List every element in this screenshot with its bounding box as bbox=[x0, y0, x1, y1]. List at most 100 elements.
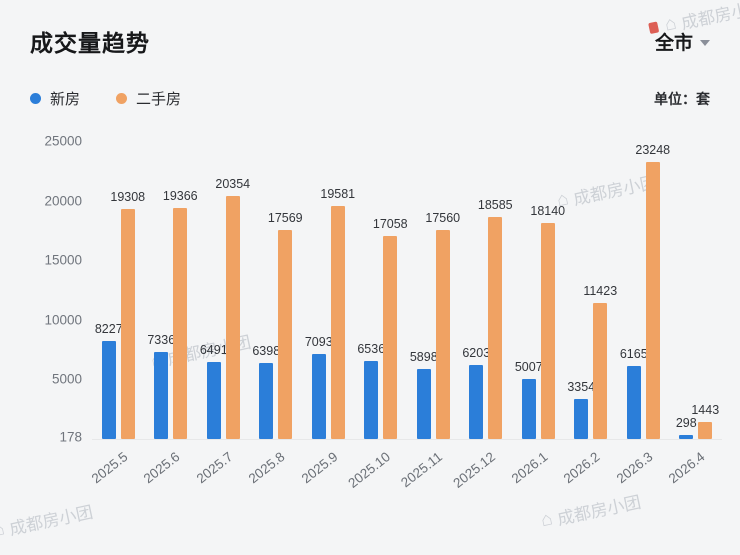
bar-value-label: 19366 bbox=[162, 189, 198, 204]
scope-label: 全市 bbox=[654, 32, 693, 54]
bar-value-label: 6491 bbox=[199, 342, 228, 357]
y-tick-label: 20000 bbox=[44, 193, 82, 209]
bar-二手房[interactable] bbox=[173, 208, 188, 439]
bar-slot: 11423 bbox=[583, 141, 617, 439]
x-tick-label: 2025.12 bbox=[449, 449, 498, 491]
bar-value-label: 23248 bbox=[635, 142, 671, 157]
bar-二手房[interactable] bbox=[593, 302, 608, 439]
bar-新房[interactable] bbox=[626, 365, 641, 439]
bar-value-label: 6536 bbox=[357, 342, 386, 357]
bar-新房[interactable] bbox=[521, 379, 536, 439]
bar-slot: 1443 bbox=[691, 141, 719, 439]
bar-group: 5898 17560 2025.11 bbox=[398, 141, 460, 491]
bar-二手房[interactable] bbox=[540, 222, 555, 439]
watermark-text: 成都房小团 bbox=[555, 492, 643, 529]
bar-value-label: 298 bbox=[675, 416, 697, 431]
bar-value-label: 5007 bbox=[514, 360, 543, 375]
bar-slot: 20354 bbox=[215, 141, 250, 439]
y-tick-label: 15000 bbox=[44, 252, 82, 268]
bar-二手房[interactable] bbox=[488, 217, 503, 439]
bar-value-label: 8227 bbox=[94, 321, 123, 336]
bar-二手房[interactable] bbox=[698, 421, 713, 439]
bar-value-label: 17560 bbox=[425, 210, 461, 225]
bar-group: 7093 19581 2025.9 bbox=[298, 141, 355, 487]
bar-新房[interactable] bbox=[679, 435, 694, 439]
bar-新房[interactable] bbox=[311, 354, 326, 439]
bar-slot: 19308 bbox=[110, 141, 145, 439]
house-icon: ⌂ bbox=[0, 518, 7, 542]
x-tick-label: 2026.1 bbox=[508, 449, 551, 487]
watermark-text: 成都房小团 bbox=[7, 502, 95, 539]
x-tick-label: 2025.6 bbox=[140, 449, 183, 487]
x-tick-label: 2026.2 bbox=[560, 449, 603, 487]
bar-二手房[interactable] bbox=[225, 196, 240, 439]
bar-新房[interactable] bbox=[101, 340, 116, 439]
legend-item-new-house[interactable]: 新房 bbox=[30, 88, 80, 109]
bar-value-label: 7093 bbox=[304, 335, 333, 350]
bar-二手房[interactable] bbox=[645, 161, 660, 439]
bar-二手房[interactable] bbox=[278, 229, 293, 439]
chevron-down-icon bbox=[700, 39, 710, 46]
bar-slot: 23248 bbox=[635, 141, 670, 439]
bar-二手房[interactable] bbox=[120, 208, 135, 439]
bar-group: 6398 17569 2025.8 bbox=[246, 141, 303, 487]
legend-dot-blue bbox=[30, 93, 41, 104]
bar-group: 6203 18585 2025.12 bbox=[450, 141, 513, 490]
legend-item-second-hand[interactable]: 二手房 bbox=[116, 88, 181, 109]
bar-slot: 17569 bbox=[268, 141, 303, 439]
bar-value-label: 6398 bbox=[252, 343, 281, 358]
bar-value-label: 5898 bbox=[409, 349, 438, 364]
watermark: ⌂ 成都房小团 bbox=[0, 498, 95, 544]
bar-二手房[interactable] bbox=[330, 205, 345, 439]
bar-slot: 6203 bbox=[462, 141, 490, 439]
bar-二手房[interactable] bbox=[383, 235, 398, 439]
bar-slot: 18585 bbox=[478, 141, 513, 439]
bar-新房[interactable] bbox=[206, 361, 221, 439]
bar-group: 8227 19308 2025.5 bbox=[88, 141, 145, 486]
x-tick-label: 2025.7 bbox=[193, 449, 236, 487]
bar-value-label: 20354 bbox=[215, 177, 251, 192]
y-tick-label: 25000 bbox=[44, 133, 82, 149]
bar-slot: 7336 bbox=[147, 141, 175, 439]
bar-新房[interactable] bbox=[154, 351, 169, 439]
scope-dropdown[interactable]: 全市 bbox=[655, 28, 710, 55]
bar-group: 6491 20354 2025.7 bbox=[193, 141, 250, 486]
bar-slot: 17560 bbox=[425, 141, 460, 439]
y-tick-label: 178 bbox=[59, 429, 82, 445]
legend-label: 新房 bbox=[50, 91, 81, 108]
bar-slot: 6165 bbox=[620, 141, 648, 439]
bar-slot: 6398 bbox=[252, 141, 280, 439]
bar-slot: 19366 bbox=[163, 141, 198, 439]
watermark: ⌂ 成都房小团 bbox=[539, 488, 643, 534]
bar-二手房[interactable] bbox=[435, 229, 450, 439]
bar-value-label: 1443 bbox=[691, 402, 720, 417]
bar-value-label: 19308 bbox=[110, 189, 146, 204]
bar-slot: 3354 bbox=[567, 141, 595, 439]
bar-新房[interactable] bbox=[574, 399, 589, 439]
bar-slot: 8227 bbox=[95, 141, 123, 439]
house-icon: ⌂ bbox=[538, 508, 555, 532]
x-tick-label: 2026.3 bbox=[613, 449, 656, 487]
legend-row: 新房 二手房 单位：套 bbox=[0, 88, 740, 109]
y-axis: 178 5000 10000 15000 20000 25000 bbox=[26, 134, 92, 445]
bar-value-label: 17569 bbox=[267, 210, 303, 225]
page-title: 成交量趋势 bbox=[30, 30, 150, 56]
bar-group: 298 1443 2026.4 bbox=[666, 141, 723, 486]
x-tick-label: 2026.4 bbox=[665, 449, 708, 487]
x-tick-label: 2025.5 bbox=[88, 449, 131, 487]
bar-新房[interactable] bbox=[469, 365, 484, 439]
header: 成交量趋势 全市 bbox=[0, 0, 740, 58]
bar-group: 3354 11423 2026.2 bbox=[561, 141, 617, 486]
unit-label: 单位：套 bbox=[654, 90, 710, 107]
bar-新房[interactable] bbox=[259, 362, 274, 439]
bar-新房[interactable] bbox=[364, 361, 379, 439]
bar-slot: 18140 bbox=[530, 141, 565, 439]
x-tick-label: 2025.8 bbox=[245, 449, 288, 487]
plot-area: 8227 19308 2025.5 7336 19366 2025.6 6491 20354 2… bbox=[88, 141, 723, 491]
bar-slot: 5898 bbox=[410, 141, 438, 439]
bar-slot: 17058 bbox=[373, 141, 408, 439]
bar-新房[interactable] bbox=[416, 368, 431, 439]
x-tick-label: 2025.9 bbox=[298, 449, 341, 487]
bar-slot: 298 bbox=[676, 141, 697, 439]
bar-value-label: 6203 bbox=[462, 346, 491, 361]
